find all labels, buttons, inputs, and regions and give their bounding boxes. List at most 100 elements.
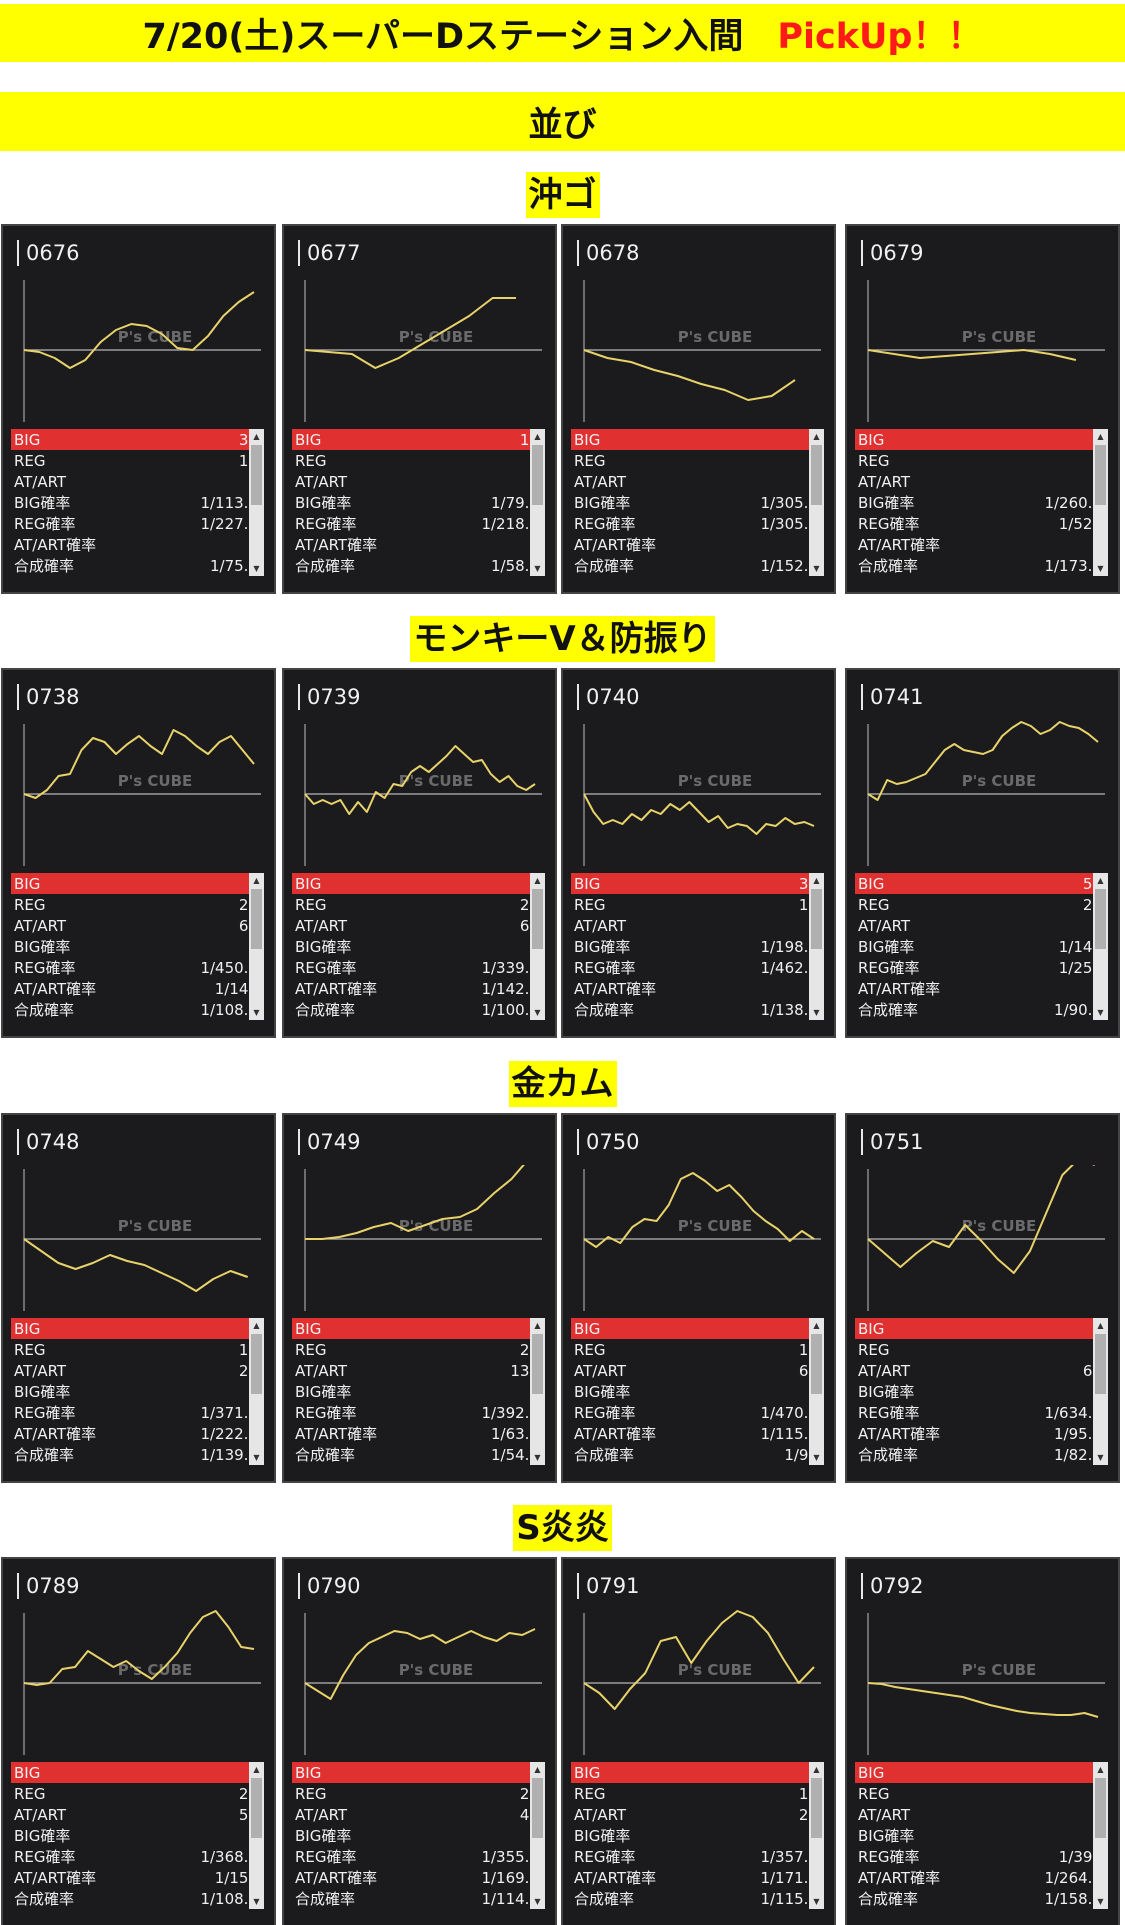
- stats-scrollbar[interactable]: ▲ ▼: [530, 429, 545, 576]
- stat-value: 1/82.8: [1054, 1445, 1102, 1464]
- stat-label: REG: [858, 1340, 890, 1359]
- stats-scrollbar[interactable]: ▲ ▼: [1093, 1762, 1108, 1909]
- machine-panel[interactable]: 0750 P's CUBE BIG0REG16AT/ART65 BIG確率 REG確率 1…: [561, 1113, 836, 1483]
- scroll-thumb[interactable]: [1095, 445, 1106, 505]
- stats-scrollbar[interactable]: ▲ ▼: [249, 1318, 264, 1465]
- scroll-down-icon[interactable]: ▼: [1097, 564, 1104, 573]
- machine-panel[interactable]: 0751 P's CUBE BIG0REG9AT/ART60 BIG確率 REG確率 1/…: [845, 1113, 1120, 1483]
- scroll-thumb[interactable]: [1095, 889, 1106, 949]
- scroll-up-icon[interactable]: ▲: [253, 1765, 260, 1774]
- machine-panel[interactable]: 0791 P's CUBE BIG0REG12AT/ART25 BIG確率 REG確率 1…: [561, 1557, 836, 1925]
- scroll-down-icon[interactable]: ▼: [534, 564, 541, 573]
- scroll-up-icon[interactable]: ▲: [534, 876, 541, 885]
- scroll-thumb[interactable]: [251, 445, 262, 505]
- stat-value: 1/260.5: [1044, 493, 1102, 512]
- machine-panel[interactable]: 0748 P's CUBE BIG0REG12AT/ART20 BIG確率 REG確率 1…: [1, 1113, 276, 1483]
- scroll-down-icon[interactable]: ▼: [813, 1008, 820, 1017]
- stats-scrollbar[interactable]: ▲ ▼: [530, 1762, 545, 1909]
- machine-panel[interactable]: 0676 P's CUBE BIG32REG16AT/ART0 BIG確率 1/113.…: [1, 224, 276, 594]
- stat-label: BIG: [14, 1763, 41, 1782]
- scroll-thumb[interactable]: [532, 445, 543, 505]
- stat-label: 合成確率: [14, 1890, 75, 1908]
- scroll-up-icon[interactable]: ▲: [1097, 432, 1104, 441]
- scroll-thumb[interactable]: [532, 1778, 543, 1838]
- scroll-down-icon[interactable]: ▼: [813, 564, 820, 573]
- scroll-up-icon[interactable]: ▲: [534, 1765, 541, 1774]
- machine-panel[interactable]: 0792 P's CUBE BIG0REG4AT/ART6 BIG確率 REG確率 1/3…: [845, 1557, 1120, 1925]
- stats-scrollbar[interactable]: ▲ ▼: [1093, 873, 1108, 1020]
- scroll-up-icon[interactable]: ▲: [534, 1321, 541, 1330]
- scroll-thumb[interactable]: [811, 445, 822, 505]
- scroll-down-icon[interactable]: ▼: [813, 1453, 820, 1462]
- scroll-down-icon[interactable]: ▼: [253, 1453, 260, 1462]
- scroll-up-icon[interactable]: ▲: [813, 1765, 820, 1774]
- stats-scrollbar[interactable]: ▲ ▼: [1093, 429, 1108, 576]
- machine-panel[interactable]: 0790 P's CUBE BIG0REG20AT/ART42 BIG確率 REG確率 1…: [282, 1557, 557, 1925]
- scroll-thumb[interactable]: [251, 1778, 262, 1838]
- scroll-down-icon[interactable]: ▼: [253, 1897, 260, 1906]
- stat-row: AT/ART25: [571, 1804, 821, 1825]
- stats-scrollbar[interactable]: ▲ ▼: [1093, 1318, 1108, 1465]
- machine-panel[interactable]: 0738 P's CUBE BIG0REG20AT/ART63 BIG確率 REG確率 1…: [1, 668, 276, 1038]
- scroll-down-icon[interactable]: ▼: [534, 1897, 541, 1906]
- stats-scrollbar[interactable]: ▲ ▼: [249, 873, 264, 1020]
- slump-line: [583, 1610, 815, 1710]
- stat-label: AT/ART: [574, 1805, 627, 1824]
- scroll-thumb[interactable]: [811, 1334, 822, 1394]
- stats-scrollbar[interactable]: ▲ ▼: [530, 1318, 545, 1465]
- scroll-thumb[interactable]: [251, 889, 262, 949]
- scroll-thumb[interactable]: [1095, 1778, 1106, 1838]
- scroll-up-icon[interactable]: ▲: [253, 1321, 260, 1330]
- stats-scrollbar[interactable]: ▲ ▼: [809, 873, 824, 1020]
- stat-row: AT/ART確率 1/63.4: [292, 1423, 542, 1444]
- scroll-thumb[interactable]: [1095, 1334, 1106, 1394]
- scroll-down-icon[interactable]: ▼: [1097, 1453, 1104, 1462]
- scroll-thumb[interactable]: [811, 1778, 822, 1838]
- scroll-up-icon[interactable]: ▲: [813, 876, 820, 885]
- scroll-thumb[interactable]: [532, 889, 543, 949]
- machine-number: 0678: [577, 240, 639, 266]
- scroll-down-icon[interactable]: ▼: [534, 1453, 541, 1462]
- stat-row: 合成確率 1/100.5: [292, 999, 542, 1020]
- scroll-down-icon[interactable]: ▼: [253, 1008, 260, 1017]
- scroll-up-icon[interactable]: ▲: [813, 1321, 820, 1330]
- stats-scrollbar[interactable]: ▲ ▼: [249, 429, 264, 576]
- machine-panel[interactable]: 0739 P's CUBE BIG0REG29AT/ART69 BIG確率 REG確率 1…: [282, 668, 557, 1038]
- machine-panel[interactable]: 0789 P's CUBE BIG0REG22AT/ART53 BIG確率 REG確率 1…: [1, 1557, 276, 1925]
- stat-label: AT/ART確率: [295, 536, 378, 554]
- scroll-up-icon[interactable]: ▲: [1097, 1765, 1104, 1774]
- scroll-up-icon[interactable]: ▲: [253, 876, 260, 885]
- scroll-thumb[interactable]: [251, 1334, 262, 1394]
- stats-scrollbar[interactable]: ▲ ▼: [809, 1762, 824, 1909]
- scroll-up-icon[interactable]: ▲: [1097, 1321, 1104, 1330]
- stat-row: BIG確率: [571, 1381, 821, 1402]
- stats-scrollbar[interactable]: ▲ ▼: [530, 873, 545, 1020]
- machine-panel[interactable]: 0740 P's CUBE BIG35REG15AT/ART0 BIG確率 1/198.…: [561, 668, 836, 1038]
- scroll-up-icon[interactable]: ▲: [813, 432, 820, 441]
- stats-scrollbar[interactable]: ▲ ▼: [809, 1318, 824, 1465]
- scroll-up-icon[interactable]: ▲: [253, 432, 260, 441]
- scroll-thumb[interactable]: [811, 889, 822, 949]
- scroll-down-icon[interactable]: ▼: [1097, 1897, 1104, 1906]
- scroll-up-icon[interactable]: ▲: [1097, 876, 1104, 885]
- stat-label: BIG: [858, 430, 885, 449]
- scroll-down-icon[interactable]: ▼: [813, 1897, 820, 1906]
- group-name: 沖ゴ: [525, 172, 600, 218]
- stat-value: 1/397: [1058, 1847, 1102, 1866]
- scroll-down-icon[interactable]: ▼: [253, 564, 260, 573]
- stat-label: AT/ART: [858, 1805, 911, 1824]
- stats-scrollbar[interactable]: ▲ ▼: [809, 429, 824, 576]
- stat-value: 1/355.8: [481, 1847, 539, 1866]
- scroll-up-icon[interactable]: ▲: [534, 432, 541, 441]
- slump-graph: P's CUBE: [23, 1169, 261, 1311]
- scroll-thumb[interactable]: [532, 1334, 543, 1394]
- stats-scrollbar[interactable]: ▲ ▼: [249, 1762, 264, 1909]
- scroll-down-icon[interactable]: ▼: [534, 1008, 541, 1017]
- stat-label: REG確率: [14, 959, 76, 977]
- scroll-down-icon[interactable]: ▼: [1097, 1008, 1104, 1017]
